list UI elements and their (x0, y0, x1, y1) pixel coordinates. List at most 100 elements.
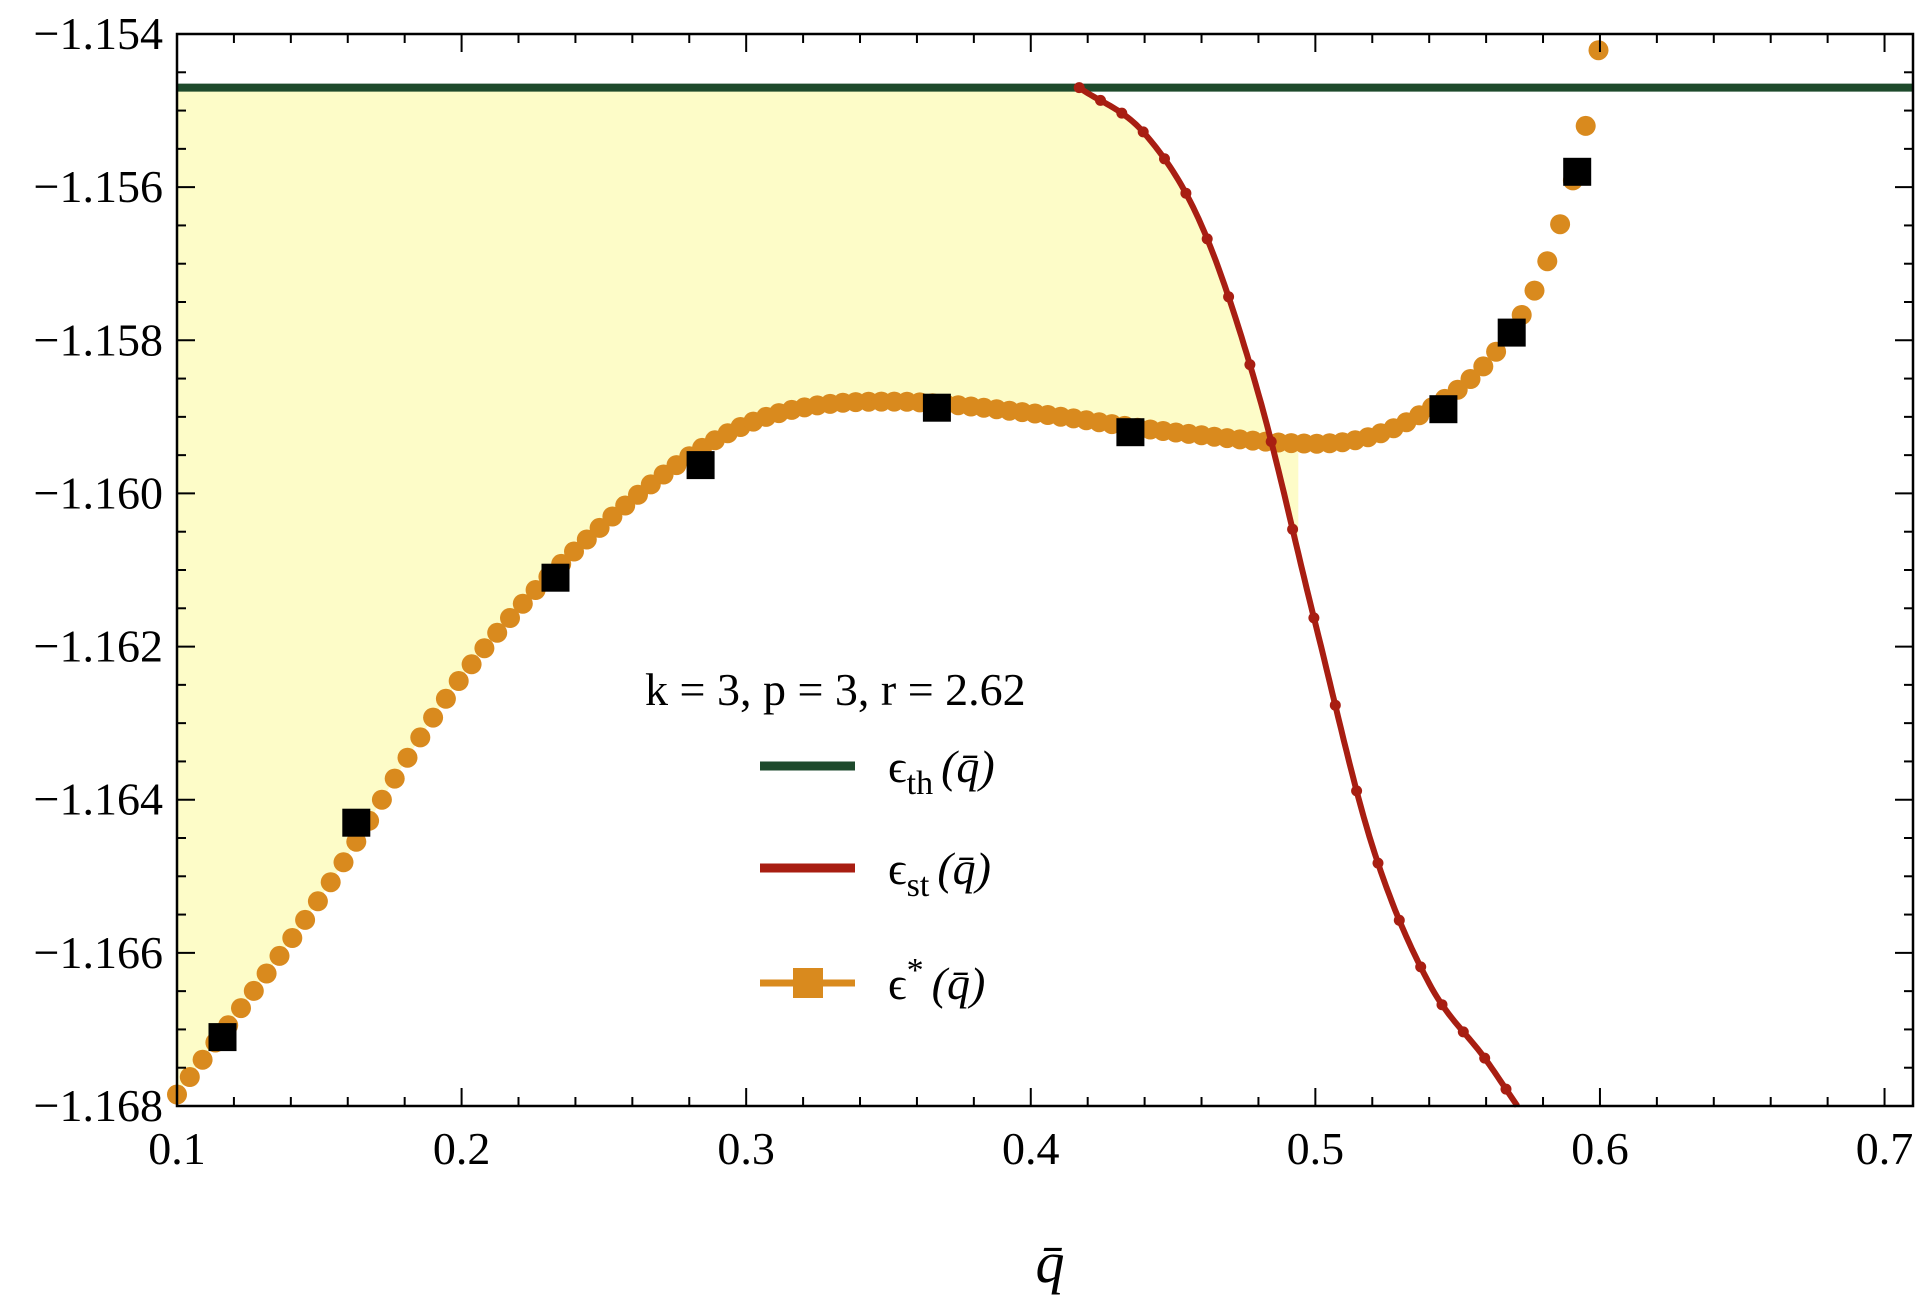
st-point (1372, 857, 1384, 869)
y-tick-label: −1.156 (34, 161, 163, 212)
star-point (1588, 40, 1609, 61)
square-marker (1497, 318, 1526, 347)
st-point (1265, 436, 1277, 448)
st-point (1329, 699, 1341, 711)
star-point (243, 980, 264, 1001)
legend-label-star: ϵ* (q̄) (888, 952, 985, 1009)
square-marker (342, 808, 371, 837)
square-marker (541, 563, 570, 592)
star-point (333, 852, 354, 873)
star-point (589, 517, 610, 538)
st-point (1095, 94, 1106, 106)
star-point (269, 945, 290, 966)
x-tick-label: 0.5 (1287, 1123, 1345, 1174)
legend-swatch-star-marker (793, 968, 823, 998)
star-point (525, 580, 546, 600)
st-point (1436, 999, 1448, 1011)
star-point (410, 727, 431, 748)
series-star (167, 40, 1609, 1105)
star-point (371, 789, 392, 810)
star-point (231, 998, 251, 1019)
star-point (487, 622, 508, 643)
star-point (1460, 369, 1481, 389)
plot-fill (177, 87, 1299, 1095)
legend-th-arg: (q̄) (941, 741, 995, 792)
st-point (1137, 126, 1149, 138)
legend-st-symbol: ϵ (888, 843, 907, 894)
st-point (1244, 359, 1256, 371)
st-point (1308, 612, 1320, 624)
star-point (320, 872, 341, 893)
st-point (1479, 1052, 1491, 1064)
st-point (1457, 1026, 1469, 1038)
legend-th-symbol: ϵ (888, 741, 907, 792)
st-point (1180, 187, 1192, 199)
star-point (1524, 280, 1545, 301)
star-point (295, 909, 316, 930)
star-point (397, 747, 418, 768)
plot-series (167, 40, 1913, 1108)
x-tick-labels: 0.1 0.2 0.3 0.4 0.5 0.6 0.7 (148, 1123, 1913, 1174)
legend-label-st: ϵst (q̄) (888, 843, 991, 904)
star-point (435, 688, 456, 709)
legend-th-sub: th (907, 765, 933, 802)
x-tick-label: 0.3 (717, 1123, 775, 1174)
st-point (1351, 785, 1363, 797)
x-tick-label: 0.2 (433, 1123, 491, 1174)
star-point (1473, 356, 1494, 377)
star-point (512, 593, 533, 614)
y-tick-label: −1.164 (34, 774, 163, 825)
x-tick-label: 0.6 (1571, 1123, 1629, 1174)
st-point (1116, 107, 1128, 119)
feasible-region-fill (177, 87, 1299, 1095)
star-point (179, 1067, 200, 1087)
star-point (500, 608, 520, 628)
x-tick-label: 0.7 (1856, 1123, 1914, 1174)
star-point (192, 1049, 213, 1070)
st-point (1073, 82, 1085, 94)
legend-st-arg: (q̄) (937, 843, 991, 894)
square-marker (1116, 418, 1145, 447)
legend-st-sub: st (907, 867, 930, 904)
star-point (423, 707, 444, 728)
star-point (307, 891, 328, 912)
axis-ticks (176, 33, 1913, 1107)
star-point (1575, 115, 1596, 136)
star-point (282, 928, 303, 948)
star-point (1486, 341, 1507, 362)
square-marker (1429, 395, 1458, 424)
x-tick-label: 0.1 (148, 1123, 206, 1174)
square-marker (922, 393, 951, 422)
st-point (1500, 1083, 1512, 1095)
legend-label-th: ϵth (q̄) (888, 741, 995, 802)
legend-title: k = 3, p = 3, r = 2.62 (645, 664, 1026, 715)
x-tick-label: 0.4 (1002, 1123, 1060, 1174)
x-axis-label: q̄ (1036, 1230, 1065, 1295)
star-point (564, 541, 584, 562)
y-tick-label: −1.162 (34, 621, 163, 672)
st-point (1223, 291, 1235, 303)
y-tick-label: −1.158 (34, 314, 163, 365)
st-point (1287, 523, 1299, 535)
star-point (1550, 214, 1571, 235)
legend-star-sup: * (907, 952, 924, 989)
y-tick-label: −1.160 (34, 467, 163, 518)
series-st (1073, 82, 1520, 1108)
star-point (384, 768, 405, 789)
square-marker (686, 451, 715, 480)
star-point (1537, 251, 1558, 272)
st-point (1201, 233, 1213, 245)
star-point (461, 654, 482, 675)
series-squares (208, 157, 1592, 1052)
star-point (474, 638, 495, 659)
legend-star-arg: (q̄) (932, 958, 986, 1009)
star-point (256, 963, 277, 984)
y-tick-label: −1.168 (34, 1080, 163, 1131)
square-marker (1563, 157, 1592, 186)
legend-star-symbol: ϵ (888, 958, 907, 1009)
st-point (1159, 153, 1170, 165)
star-point (576, 529, 597, 550)
legend: k = 3, p = 3, r = 2.62 ϵth (q̄) ϵst (q̄) ϵ… (645, 664, 1026, 1009)
star-point (448, 671, 469, 691)
